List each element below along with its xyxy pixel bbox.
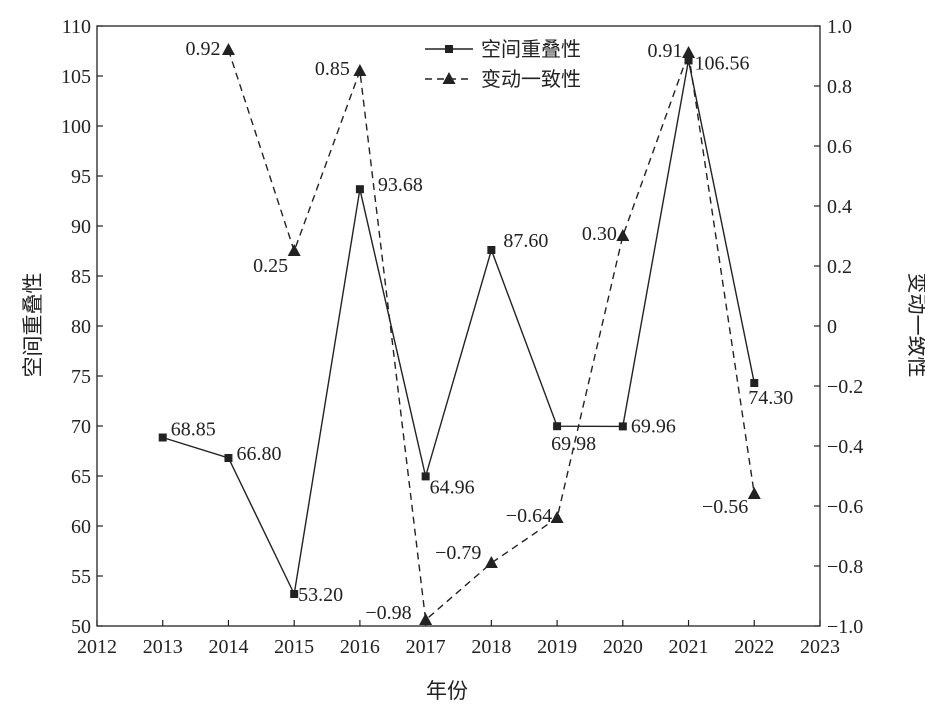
- right-y-tick-label-−1.0: −1.0: [827, 616, 863, 638]
- triangle-marker-2021: [682, 46, 696, 58]
- legend-label-1: 空间重叠性: [481, 38, 581, 61]
- overlap-label-2017: 64.96: [430, 476, 475, 498]
- x-tick-label-2019: 2019: [537, 636, 577, 658]
- square-marker-2016: [355, 185, 364, 194]
- left-y-axis: 50 55 60 65 70 75 80 85 90 95 100 105 110: [61, 16, 103, 638]
- x-tick-label-2021: 2021: [669, 636, 709, 658]
- left-y-tick-label-50: 50: [71, 616, 91, 638]
- left-y-tick-label-60: 60: [71, 516, 91, 538]
- series-line-2: [227, 49, 755, 622]
- overlap-label-2013: 68.85: [171, 419, 216, 441]
- left-y-tick-label-65: 65: [71, 466, 91, 488]
- left-y-tick-label-75: 75: [71, 366, 91, 388]
- left-y-axis-title: 空间重叠性: [21, 273, 45, 378]
- x-tick-label-2020: 2020: [603, 636, 643, 658]
- overlap-label-2020: 69.96: [631, 415, 676, 437]
- x-tick-label-2013: 2013: [143, 636, 183, 658]
- series-line-1: [162, 60, 755, 597]
- plot-area-border: [96, 25, 821, 627]
- x-tick-label-2023: 2023: [800, 636, 840, 658]
- square-marker-2020: [618, 422, 627, 431]
- square-marker-2017: [421, 472, 430, 481]
- left-y-tick-label-80: 80: [71, 316, 91, 338]
- right-y-tick-label-−0.4: −0.4: [827, 436, 863, 458]
- consistency-label-2020: 0.30: [582, 223, 617, 245]
- right-y-tick-label-0.6: 0.6: [827, 136, 852, 158]
- right-y-tick-label-1.0: 1.0: [827, 16, 852, 38]
- right-y-tick-label-0: 0: [827, 316, 837, 338]
- x-tick-label-2017: 2017: [406, 636, 446, 658]
- consistency-label-2018: −0.79: [435, 542, 481, 564]
- x-tick-label-2015: 2015: [274, 636, 314, 658]
- consistency-label-2016: 0.85: [315, 58, 350, 80]
- triangle-marker-2017: [419, 613, 433, 625]
- x-axis-title: 年份: [426, 679, 468, 703]
- overlap-label-2015: 53.20: [298, 584, 343, 606]
- square-marker-2018: [487, 246, 496, 254]
- left-y-tick-label-105: 105: [61, 66, 91, 88]
- triangle-marker-2020: [616, 229, 630, 241]
- right-y-tick-label-0.8: 0.8: [827, 76, 852, 98]
- triangle-marker-2016: [353, 64, 367, 76]
- triangle-marker-2015: [287, 244, 301, 256]
- x-tick-label-2022: 2022: [734, 636, 774, 658]
- series-lines: [162, 49, 755, 622]
- right-y-tick-label-−0.8: −0.8: [827, 556, 863, 578]
- right-y-axis-title: 变动一致性: [905, 273, 925, 378]
- left-y-tick-label-85: 85: [71, 266, 91, 288]
- consistency-label-2017: −0.98: [365, 602, 411, 624]
- left-y-tick-label-70: 70: [71, 416, 91, 438]
- overlap-label-2019: 69.98: [551, 433, 596, 455]
- left-y-tick-label-95: 95: [71, 166, 91, 188]
- x-axis: 2012 2013 2014 2015 2016 2017 2018 2019 2020 2021…: [77, 620, 840, 658]
- consistency-label-2019: −0.64: [506, 505, 552, 527]
- left-y-tick-label-55: 55: [71, 566, 91, 588]
- plot-frame: [96, 25, 821, 627]
- right-y-axis: −1.0 −0.8 −0.6 −0.4 −0.2 0 0.2 0.4 0.6 0.8 1.0: [814, 16, 863, 638]
- data-labels: 68.85 66.80 53.20 93.68 64.96 87.60 69.98 69.96…: [171, 38, 794, 624]
- left-y-tick-label-110: 110: [62, 16, 91, 38]
- overlap-label-2014: 66.80: [236, 443, 281, 465]
- overlap-label-2022: 74.30: [748, 387, 793, 409]
- triangle-marker-2022: [747, 487, 761, 499]
- x-tick-label-2014: 2014: [208, 636, 248, 658]
- square-marker-2015: [290, 590, 299, 598]
- series-markers: [158, 43, 761, 625]
- overlap-label-2016: 93.68: [378, 174, 423, 196]
- consistency-label-2021: 0.91: [648, 40, 683, 62]
- triangle-marker-2018: [484, 556, 498, 568]
- consistency-label-2015: 0.25: [253, 255, 288, 277]
- triangle-marker-2019: [550, 511, 564, 523]
- square-marker-2022: [750, 379, 759, 387]
- left-y-tick-label-100: 100: [61, 116, 91, 138]
- overlap-label-2021: 106.56: [695, 52, 750, 74]
- right-y-tick-label-0.4: 0.4: [827, 196, 852, 218]
- x-tick-label-2018: 2018: [471, 636, 511, 658]
- legend-label-2: 变动一致性: [481, 68, 581, 91]
- square-marker-2019: [553, 422, 562, 431]
- left-y-tick-label-90: 90: [71, 216, 91, 238]
- consistency-label-2014: 0.92: [185, 38, 220, 60]
- legend-square-marker: [445, 45, 453, 53]
- overlap-label-2018: 87.60: [503, 230, 548, 252]
- right-y-tick-label-0.2: 0.2: [827, 256, 852, 278]
- square-marker-2021: [684, 56, 693, 65]
- x-tick-label-2012: 2012: [77, 636, 117, 658]
- square-marker-2014: [224, 454, 233, 462]
- legend-triangle-marker: [442, 72, 456, 84]
- x-tick-label-2016: 2016: [340, 636, 380, 658]
- consistency-label-2022: −0.56: [702, 496, 748, 518]
- right-y-tick-label-−0.2: −0.2: [827, 376, 863, 398]
- square-marker-2013: [158, 433, 167, 442]
- right-y-tick-label-−0.6: −0.6: [827, 496, 863, 518]
- triangle-marker-2014: [221, 43, 235, 55]
